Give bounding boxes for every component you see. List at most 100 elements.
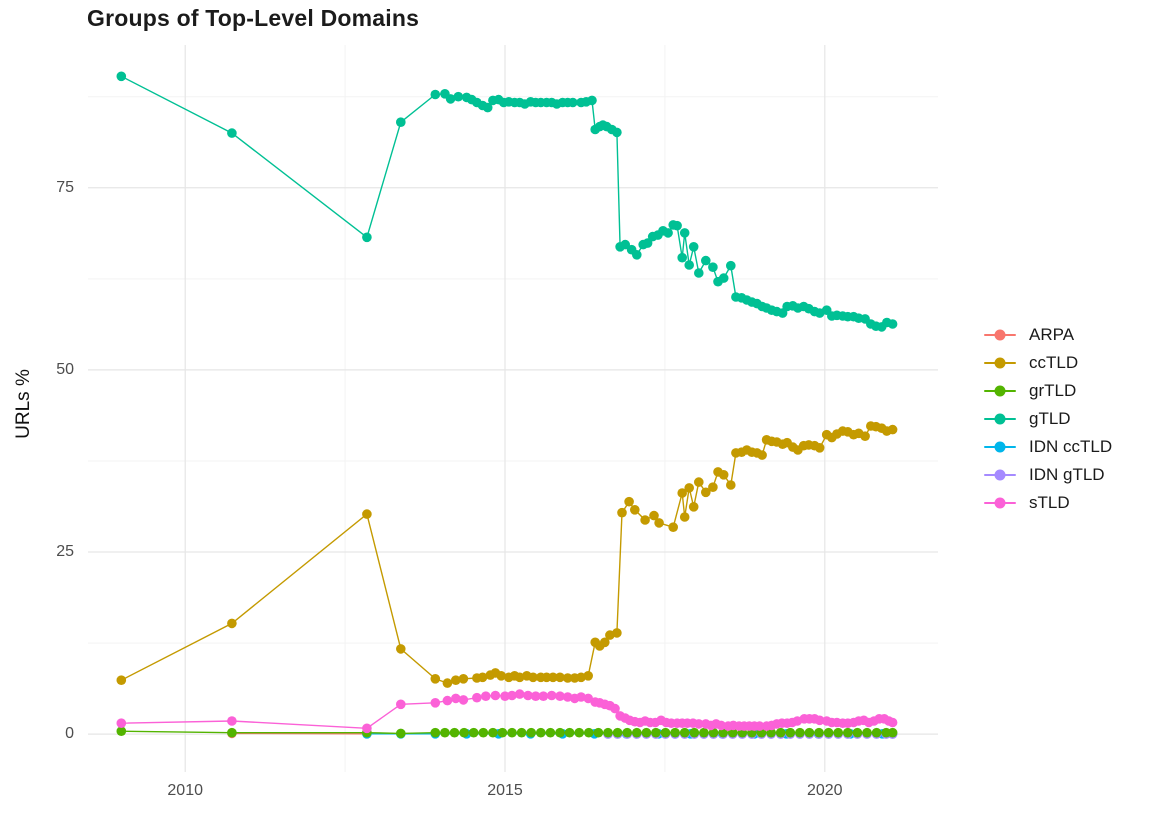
data-point xyxy=(603,727,613,738)
data-point xyxy=(458,674,469,684)
data-point xyxy=(610,703,620,714)
data-point xyxy=(688,242,699,252)
data-point xyxy=(620,239,630,250)
data-point xyxy=(679,727,690,738)
legend-key-icon xyxy=(984,493,1016,513)
data-point xyxy=(507,727,517,738)
data-point xyxy=(116,675,127,685)
data-point xyxy=(679,228,690,238)
legend-key-dot xyxy=(994,441,1006,453)
data-point xyxy=(699,727,709,738)
data-point xyxy=(689,727,700,738)
data-point xyxy=(555,672,565,683)
data-point xyxy=(459,727,469,738)
data-point xyxy=(490,690,501,701)
data-point xyxy=(887,727,898,738)
data-point xyxy=(536,727,546,738)
data-point xyxy=(679,512,690,522)
data-point xyxy=(718,273,729,283)
legend-item: sTLD xyxy=(984,489,1112,517)
data-point xyxy=(562,673,573,683)
legend-key-dot xyxy=(994,357,1006,369)
data-point xyxy=(548,672,558,683)
data-point xyxy=(472,692,482,703)
data-point xyxy=(538,691,549,701)
data-point xyxy=(584,727,594,738)
data-point xyxy=(804,727,815,738)
data-point xyxy=(718,470,729,480)
legend-key-icon xyxy=(984,437,1016,457)
data-point xyxy=(630,505,640,515)
data-point xyxy=(622,727,632,738)
y-tick-label: 75 xyxy=(56,178,74,196)
chart-title: Groups of Top-Level Domains xyxy=(87,5,420,31)
data-point xyxy=(528,672,538,683)
data-point xyxy=(568,97,578,108)
data-point xyxy=(677,488,687,498)
series-grtld xyxy=(116,726,898,739)
data-point xyxy=(726,260,736,271)
data-point xyxy=(564,727,575,738)
data-point xyxy=(396,644,406,654)
data-point xyxy=(668,522,678,532)
data-point xyxy=(651,727,661,738)
data-point xyxy=(862,727,872,738)
data-point xyxy=(451,693,461,704)
data-point xyxy=(701,487,711,498)
data-point xyxy=(814,727,824,738)
legend-label: ARPA xyxy=(1029,325,1075,344)
legend-key-icon xyxy=(984,325,1016,345)
legend-key-icon xyxy=(984,465,1016,485)
data-point xyxy=(516,727,527,738)
data-point xyxy=(814,715,825,726)
data-point xyxy=(654,518,664,528)
series-cctld xyxy=(116,421,898,688)
data-point xyxy=(362,723,372,734)
legend-label: grTLD xyxy=(1029,381,1077,400)
data-point xyxy=(757,450,767,460)
series-line xyxy=(120,75,893,328)
legend-key-icon xyxy=(984,381,1016,401)
data-point xyxy=(227,128,237,138)
data-point xyxy=(660,727,671,738)
data-point xyxy=(445,94,456,104)
legend-label: ccTLD xyxy=(1029,353,1079,372)
data-point xyxy=(718,727,728,738)
data-point xyxy=(523,690,533,701)
data-point xyxy=(726,480,736,490)
data-point xyxy=(852,727,863,738)
data-point xyxy=(430,698,441,708)
data-point xyxy=(708,727,719,738)
data-point xyxy=(641,727,652,738)
data-point xyxy=(612,127,622,138)
data-point xyxy=(442,695,453,706)
data-point xyxy=(451,675,461,685)
legend-item: ARPA xyxy=(984,321,1112,349)
data-point xyxy=(430,727,441,738)
legend-label: IDN gTLD xyxy=(1029,465,1105,484)
data-point xyxy=(545,727,556,738)
data-point xyxy=(362,232,372,243)
legend-label: sTLD xyxy=(1029,493,1070,512)
data-point xyxy=(887,424,898,435)
data-point xyxy=(576,692,586,702)
data-point xyxy=(642,238,653,248)
series-stld xyxy=(116,689,898,734)
data-point xyxy=(546,690,557,701)
data-point xyxy=(871,727,882,738)
data-point xyxy=(227,727,237,738)
data-point xyxy=(708,482,718,493)
series-line xyxy=(120,425,893,684)
legend-item: gTLD xyxy=(984,405,1112,433)
data-point xyxy=(612,727,623,738)
data-point xyxy=(663,228,673,238)
data-point xyxy=(649,510,659,521)
data-point xyxy=(488,727,498,738)
data-point xyxy=(587,95,597,106)
legend-key-dot xyxy=(994,469,1006,481)
data-point xyxy=(440,727,450,738)
data-point xyxy=(843,727,853,738)
data-point xyxy=(593,727,604,738)
data-point xyxy=(670,727,680,738)
